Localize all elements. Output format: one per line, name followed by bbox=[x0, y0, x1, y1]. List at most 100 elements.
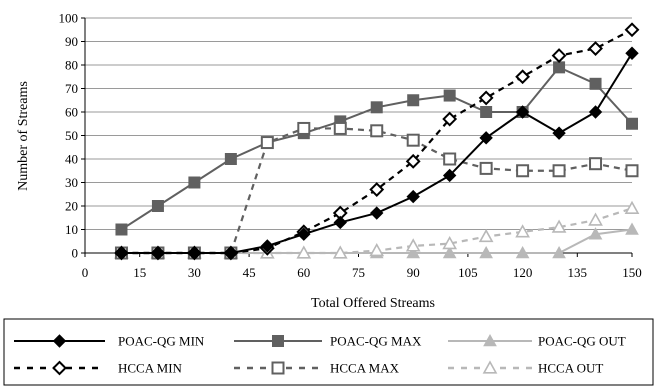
data-point-hcca-max bbox=[443, 152, 457, 166]
data-point-poac-qg-min bbox=[515, 105, 530, 119]
data-point-hcca-out bbox=[405, 238, 421, 252]
x-tick-label: 135 bbox=[568, 265, 588, 280]
data-point-hcca-out bbox=[332, 245, 348, 259]
data-point-hcca-max bbox=[516, 164, 530, 178]
data-point-hcca-out bbox=[551, 219, 567, 233]
x-tick-label: 45 bbox=[243, 265, 256, 280]
legend-label-poac-qg-max: POAC-QG MAX bbox=[330, 334, 422, 349]
data-point-hcca-min bbox=[551, 48, 567, 64]
legend-label-hcca-max: HCCA MAX bbox=[330, 361, 400, 376]
legend: POAC-QG MIN POAC-QG MAX POAC-QG OUT HCCA MI… bbox=[14, 334, 626, 376]
data-point-hcca-out bbox=[515, 224, 530, 238]
data-point-poac-qg-min bbox=[187, 246, 202, 260]
data-point-poac-qg-min bbox=[479, 131, 493, 145]
data-point-poac-qg-min bbox=[552, 126, 566, 140]
legend-marker-hcca-out bbox=[482, 360, 498, 374]
data-point-hcca-max bbox=[552, 164, 566, 178]
data-point-hcca-out bbox=[369, 243, 385, 257]
x-axis-title: Total Offered Streams bbox=[311, 296, 435, 311]
data-point-hcca-min bbox=[588, 41, 603, 56]
x-tick-label: 90 bbox=[407, 265, 420, 280]
x-tick-label: 120 bbox=[513, 265, 533, 280]
y-tick-label: 30 bbox=[65, 175, 78, 190]
legend-item-poac-qg-out: POAC-QG OUT bbox=[448, 334, 626, 349]
y-tick-labels: 0 10 20 30 40 50 60 70 80 90 100 bbox=[59, 11, 79, 261]
legend-marker-poac-qg-min bbox=[52, 334, 67, 348]
series-layer bbox=[114, 22, 640, 261]
y-tick-label: 90 bbox=[65, 34, 78, 49]
data-point-poac-qg-min bbox=[370, 206, 384, 220]
data-point-hcca-min bbox=[624, 22, 640, 38]
data-point-poac-qg-max bbox=[151, 200, 164, 212]
data-point-hcca-min bbox=[442, 111, 458, 127]
data-point-poac-qg-min bbox=[625, 46, 639, 60]
data-point-hcca-out bbox=[442, 235, 458, 250]
x-tick-label: 15 bbox=[133, 265, 146, 280]
data-point-poac-qg-max bbox=[188, 176, 201, 189]
data-point-hcca-min bbox=[369, 182, 385, 197]
data-point-hcca-max bbox=[406, 133, 420, 147]
x-tick-label: 0 bbox=[82, 265, 89, 280]
data-point-hcca-min bbox=[478, 90, 494, 106]
y-tick-label: 60 bbox=[65, 105, 78, 120]
y-tick-label: 70 bbox=[65, 81, 78, 96]
data-point-hcca-max bbox=[297, 121, 311, 135]
data-point-poac-qg-out bbox=[442, 245, 457, 259]
legend-marker-hcca-max bbox=[271, 361, 285, 375]
y-tick-label: 0 bbox=[72, 246, 79, 261]
data-point-poac-qg-out bbox=[588, 227, 603, 240]
legend-marker-poac-qg-out bbox=[483, 333, 497, 347]
y-tick-label: 40 bbox=[65, 152, 78, 167]
legend-item-hcca-min: HCCA MIN bbox=[14, 361, 183, 376]
data-point-hcca-max bbox=[625, 164, 639, 178]
x-tick-label: 75 bbox=[352, 265, 365, 280]
legend-box bbox=[3, 318, 654, 386]
x-tick-label: 60 bbox=[297, 265, 310, 280]
x-tick-labels: 0 15 30 45 60 75 90 105 120 135 150 bbox=[82, 265, 642, 280]
axes bbox=[81, 17, 633, 257]
data-point-poac-qg-max bbox=[224, 153, 237, 165]
data-point-poac-qg-min bbox=[333, 215, 347, 230]
y-tick-label: 80 bbox=[65, 58, 78, 73]
legend-label-hcca-out: HCCA OUT bbox=[538, 361, 603, 376]
data-point-poac-qg-min bbox=[151, 246, 165, 260]
x-tick-label: 30 bbox=[188, 265, 201, 280]
data-point-poac-qg-min bbox=[224, 246, 238, 260]
data-point-poac-qg-min bbox=[442, 168, 457, 183]
y-axis-title: Number of Streams bbox=[16, 81, 31, 191]
legend-marker-poac-qg-max bbox=[272, 335, 284, 347]
data-point-poac-qg-min bbox=[588, 105, 603, 119]
data-point-poac-qg-max bbox=[115, 223, 128, 236]
legend-label-poac-qg-out: POAC-QG OUT bbox=[538, 334, 626, 349]
data-point-hcca-max bbox=[589, 157, 603, 171]
data-point-poac-qg-max bbox=[443, 89, 456, 102]
data-point-hcca-min bbox=[405, 153, 421, 169]
data-point-poac-qg-max bbox=[370, 101, 383, 114]
data-point-hcca-max bbox=[260, 136, 274, 150]
legend-item-poac-qg-min: POAC-QG MIN bbox=[14, 334, 205, 349]
series-line-hcca-min bbox=[121, 28, 633, 255]
series-poac-qg-min bbox=[114, 46, 639, 260]
data-point-hcca-min bbox=[515, 69, 531, 85]
series-line-poac-qg-max bbox=[120, 66, 633, 231]
legend-item-poac-qg-max: POAC-QG MAX bbox=[234, 334, 422, 349]
data-point-hcca-out bbox=[624, 200, 640, 214]
data-point-poac-qg-out bbox=[515, 245, 530, 259]
data-point-hcca-max bbox=[370, 124, 384, 138]
data-point-poac-qg-min bbox=[297, 227, 311, 241]
data-point-poac-qg-max bbox=[626, 117, 638, 130]
legend-marker-hcca-min bbox=[52, 360, 67, 376]
y-tick-label: 100 bbox=[59, 11, 79, 26]
y-tick-label: 20 bbox=[65, 199, 78, 214]
data-point-poac-qg-out bbox=[479, 245, 493, 259]
data-point-hcca-out bbox=[296, 245, 312, 259]
data-point-poac-qg-max bbox=[589, 77, 602, 90]
data-point-poac-qg-out bbox=[406, 245, 421, 259]
x-tick-label: 150 bbox=[622, 265, 642, 280]
y-tick-label: 50 bbox=[65, 128, 78, 143]
gridlines bbox=[85, 17, 632, 230]
data-point-hcca-out bbox=[478, 228, 494, 243]
data-point-poac-qg-max bbox=[407, 94, 420, 107]
data-point-hcca-max bbox=[333, 121, 347, 135]
